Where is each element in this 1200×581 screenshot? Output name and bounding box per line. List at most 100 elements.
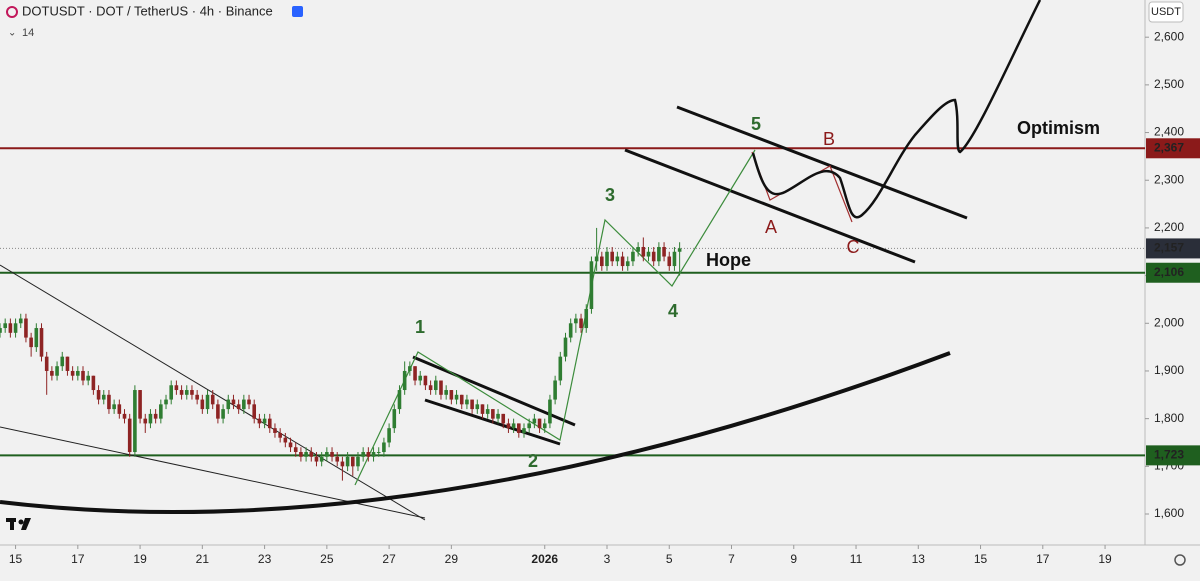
candle-body [646, 251, 651, 257]
candle-body [96, 390, 101, 400]
candle-body [257, 418, 262, 424]
wave-label: 5 [751, 114, 761, 134]
candle-body [262, 418, 267, 424]
candle-body [449, 390, 454, 400]
optimism-label: Optimism [1017, 118, 1100, 138]
currency-button[interactable] [1148, 1, 1184, 23]
correction-label: C [847, 237, 860, 257]
support-curve [0, 351, 951, 514]
candle-body [568, 323, 573, 338]
candle-body [625, 261, 630, 267]
price-tag [1146, 445, 1200, 466]
x-tick-label: 9 [790, 552, 797, 566]
candle-body [205, 394, 210, 410]
candle-body [127, 418, 132, 453]
tv-logo [6, 518, 31, 530]
channel-line [624, 148, 916, 264]
candle-body [356, 456, 360, 467]
candle-body [496, 413, 500, 419]
y-tick-label: 1,900 [1154, 363, 1184, 377]
candle-body [475, 404, 480, 410]
candle-body [288, 442, 293, 448]
candle-body [387, 428, 391, 443]
candle-body [335, 456, 340, 462]
candle-body [86, 375, 90, 381]
candle-body [584, 308, 589, 329]
candle-body [657, 246, 661, 262]
candle-body [190, 390, 194, 395]
candle-body [133, 390, 137, 453]
y-tick-label: 2,400 [1154, 125, 1184, 139]
candle-body [112, 404, 116, 410]
candle-body [39, 328, 44, 357]
flag-icon[interactable] [292, 6, 303, 17]
candle-body [511, 423, 516, 429]
collapse-icon[interactable]: ⌄ [8, 28, 16, 39]
logo-part [21, 518, 31, 530]
candle-body [522, 428, 526, 433]
drawings [0, 0, 1042, 521]
candle-body [174, 385, 179, 391]
candle-body [236, 404, 241, 410]
candle-body [13, 323, 18, 333]
candle-body [631, 251, 635, 262]
currency-label[interactable]: USDT [1151, 6, 1181, 18]
candle-body [319, 456, 324, 462]
candle-body [465, 399, 469, 405]
candle-body [345, 456, 350, 467]
candle-body [242, 399, 246, 410]
candle-body [610, 251, 614, 262]
candle-body [672, 251, 677, 267]
candle-body [491, 409, 495, 419]
candle-body [8, 323, 13, 333]
candle-body [60, 356, 65, 367]
candle-body [563, 337, 568, 357]
candle-body [143, 418, 148, 424]
wave-label: 4 [668, 301, 678, 321]
candle-body [148, 413, 153, 424]
logo-part [10, 518, 14, 530]
candle-body [418, 375, 423, 381]
settings-button[interactable] [1174, 554, 1186, 566]
candle-body [537, 418, 542, 429]
x-tick-label: 5 [666, 552, 673, 566]
x-tick-label: 19 [1098, 552, 1112, 566]
price-tag-label: 1,723 [1154, 448, 1184, 462]
candle-body [532, 418, 537, 424]
x-tick-label: 19 [133, 552, 147, 566]
candle-body [636, 246, 640, 252]
price-tag [1146, 238, 1200, 259]
candle-body [138, 390, 142, 419]
x-tick-label: 23 [258, 552, 272, 566]
x-tick-label: 15 [9, 552, 23, 566]
y-tick-label: 2,000 [1154, 315, 1184, 329]
symbol-title[interactable]: DOTUSDT · DOT / TetherUS · 4h · Binance [22, 3, 273, 18]
candle-body [402, 370, 407, 391]
candle-body [314, 456, 319, 462]
candle-body [65, 356, 70, 371]
candle-body [107, 394, 111, 410]
candle-body [470, 399, 474, 410]
candle-body [169, 385, 174, 400]
levels [0, 147, 1145, 457]
price-tag-label: 2,157 [1154, 241, 1184, 255]
flag-line [412, 355, 576, 427]
correction-label: B [823, 129, 835, 149]
candle-body [574, 318, 578, 324]
wave-path [354, 149, 756, 486]
candle-body [309, 452, 314, 457]
candle-body [501, 413, 506, 424]
x-tick-label: 17 [71, 552, 85, 566]
candle-body [594, 256, 599, 262]
candle-body [252, 404, 257, 419]
candle-body [267, 418, 272, 429]
candle-body [200, 399, 205, 410]
candle-body [397, 390, 402, 410]
candle-body [558, 356, 563, 381]
candle-body [184, 390, 189, 395]
candle-body [444, 390, 448, 395]
candle-body [615, 256, 620, 262]
